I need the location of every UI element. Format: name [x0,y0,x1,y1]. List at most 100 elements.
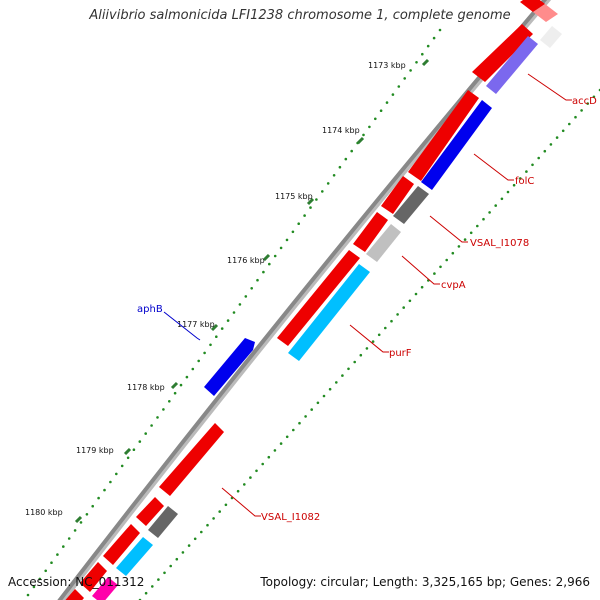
inner-track-dot [298,421,301,425]
inner-track-dot [144,591,148,595]
gene-arrow-cvpA[interactable] [353,212,388,252]
outer-track-dot [156,416,159,419]
inner-track-dot [402,306,406,309]
gene-label-aphB[interactable]: aphB [137,304,163,315]
inner-track-dot [285,435,289,439]
gene-label-accD[interactable]: accD [572,96,597,107]
inner-track-dot [347,367,350,371]
inner-track-dot [255,469,258,473]
gene-label-vsal-i1078[interactable]: VSAL_I1078 [470,238,529,249]
inner-track-dot [494,204,498,207]
gene-label-cvpA[interactable]: cvpA [441,280,466,291]
gene-block-vsal-i1078[interactable] [393,186,429,224]
outer-track-dot [409,69,412,72]
outer-track-dot [44,569,47,573]
map-title: Aliivibrio salmonicida LFI1238 chromosom… [89,8,511,23]
gene-arrow-lower-3[interactable] [80,562,107,592]
outer-track-dot [285,238,289,242]
gene-label-purF[interactable]: purF [389,348,412,359]
inner-track-dot [384,326,387,330]
tick-label-1179: 1179 kbp [76,446,114,455]
gene-arrow-aphB[interactable] [204,338,255,396]
inner-track-dot [414,292,418,296]
inner-track-dot [273,449,277,452]
inner-track-dot [451,251,455,255]
inner-track-dot [157,578,160,581]
outer-track-dot [73,529,77,532]
dotted-track-inner [138,88,600,600]
outer-track-dot [303,214,306,217]
inner-track-dot [200,530,203,534]
outer-track-dot [403,77,407,80]
inner-track-dot [151,585,154,588]
inner-track-dot [469,231,473,235]
gene-arrow-lower-2[interactable] [103,524,140,565]
inner-track-dot [568,122,571,126]
gene-arrow-purF[interactable] [277,250,360,346]
gene-block-top-white[interactable] [540,26,562,48]
outer-track-dot [426,44,430,48]
gene-arrow-lower-4[interactable] [62,589,84,600]
outer-track-dot [62,545,65,548]
gene-block-folC[interactable] [421,100,492,190]
outer-track-dot [421,52,424,56]
tick-mark-1174 [356,136,365,145]
leader-cvpA [401,255,440,285]
inner-track-dot [322,394,326,398]
inner-track-dot [224,503,228,507]
gene-arrow-vsal-i1082[interactable] [159,423,224,496]
gene-block-vsal-i1082[interactable] [148,506,178,538]
inner-track-dot [310,408,314,411]
gene-block-cvpA[interactable] [366,224,401,262]
outer-track-dot [332,174,336,177]
gene-block-lower-cyan[interactable] [116,537,153,576]
outer-track-dot [162,408,165,411]
backbone-line [57,0,548,600]
gene-block-accD[interactable] [486,36,538,94]
gene-arrow-lower-1[interactable] [136,497,164,526]
gene-label-vsal-i1082[interactable]: VSAL_I1082 [261,512,320,523]
outer-track-dot [326,182,330,185]
tick-mark-1177 [210,323,219,332]
outer-track-dot [132,448,136,452]
tick-label-1173: 1173 kbp [368,61,406,70]
gene-block-lower-magenta[interactable] [92,577,118,600]
inner-track-dot [561,129,565,133]
outer-track-dot [350,149,354,153]
outer-track-dot [209,343,212,347]
outer-track-dot [338,165,342,169]
inner-track-dot [580,109,583,112]
inner-track-dot [212,517,215,520]
gene-arrow-folC[interactable] [408,90,479,181]
gene-arrow-accD[interactable] [472,24,533,82]
gene-label-folC[interactable]: folC [515,176,534,187]
inner-track-dot [335,381,338,384]
inner-track-dot [439,265,442,269]
inner-track-dot [169,564,172,568]
gene-arrow-top-red[interactable] [520,0,545,12]
gene-arrow-vsal-i1078[interactable] [381,176,414,214]
inner-track-dot [316,401,320,405]
inner-track-dot [218,510,221,513]
inner-track-dot [206,523,209,527]
inner-track-dot [193,537,197,541]
gene-arrow-top-pink[interactable] [533,4,558,22]
dotted-track-outer [26,28,442,597]
gene-block-purF[interactable] [288,264,370,361]
inner-track-dot [249,476,252,479]
outer-track-dot [150,424,153,427]
outer-track-dot [144,432,147,435]
leader-aphB [163,311,201,341]
leader-accD [527,73,572,101]
leader-vsal-i1082 [221,487,261,517]
outer-track-dot [38,577,42,581]
outer-track-dot [362,133,365,137]
inner-track-dot [279,442,283,445]
inner-track-dot [457,245,461,248]
tick-label-1176: 1176 kbp [227,256,265,265]
cds-track-forward [62,0,558,600]
tick-mark-1176 [262,253,271,262]
outer-track-dot [238,303,242,306]
